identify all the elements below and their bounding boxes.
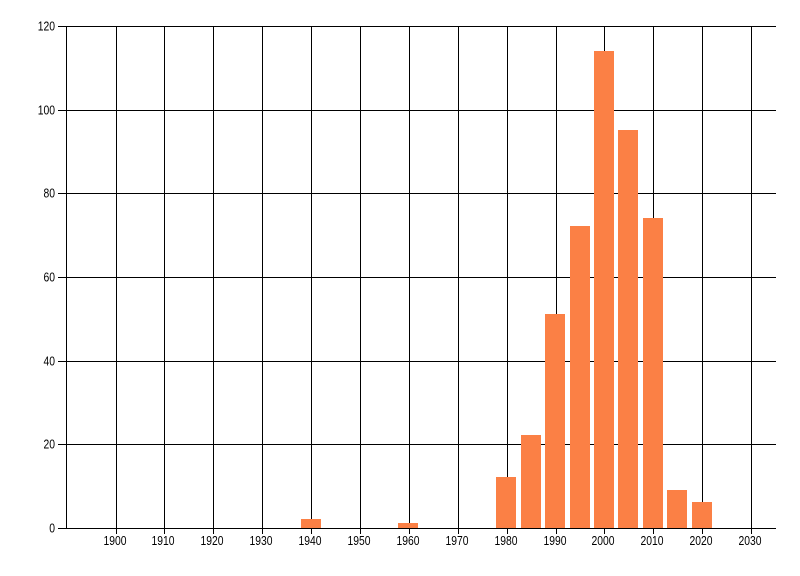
svg-text:1910: 1910 xyxy=(152,534,175,548)
svg-text:2020: 2020 xyxy=(690,534,713,548)
svg-text:100: 100 xyxy=(38,104,55,118)
svg-text:60: 60 xyxy=(44,271,56,285)
svg-text:40: 40 xyxy=(44,355,56,369)
svg-text:1960: 1960 xyxy=(397,534,420,548)
svg-text:2010: 2010 xyxy=(641,534,664,548)
svg-text:1920: 1920 xyxy=(201,534,224,548)
svg-text:1980: 1980 xyxy=(495,534,518,548)
svg-text:80: 80 xyxy=(44,187,56,201)
svg-text:1900: 1900 xyxy=(104,534,127,548)
svg-text:2030: 2030 xyxy=(739,534,762,548)
svg-text:1940: 1940 xyxy=(299,534,322,548)
svg-text:0: 0 xyxy=(49,522,55,536)
svg-text:1930: 1930 xyxy=(250,534,273,548)
svg-text:1950: 1950 xyxy=(348,534,371,548)
svg-text:120: 120 xyxy=(38,20,55,34)
svg-text:2000: 2000 xyxy=(592,534,615,548)
svg-text:1970: 1970 xyxy=(446,534,469,548)
svg-text:1990: 1990 xyxy=(544,534,567,548)
svg-text:20: 20 xyxy=(44,438,56,452)
